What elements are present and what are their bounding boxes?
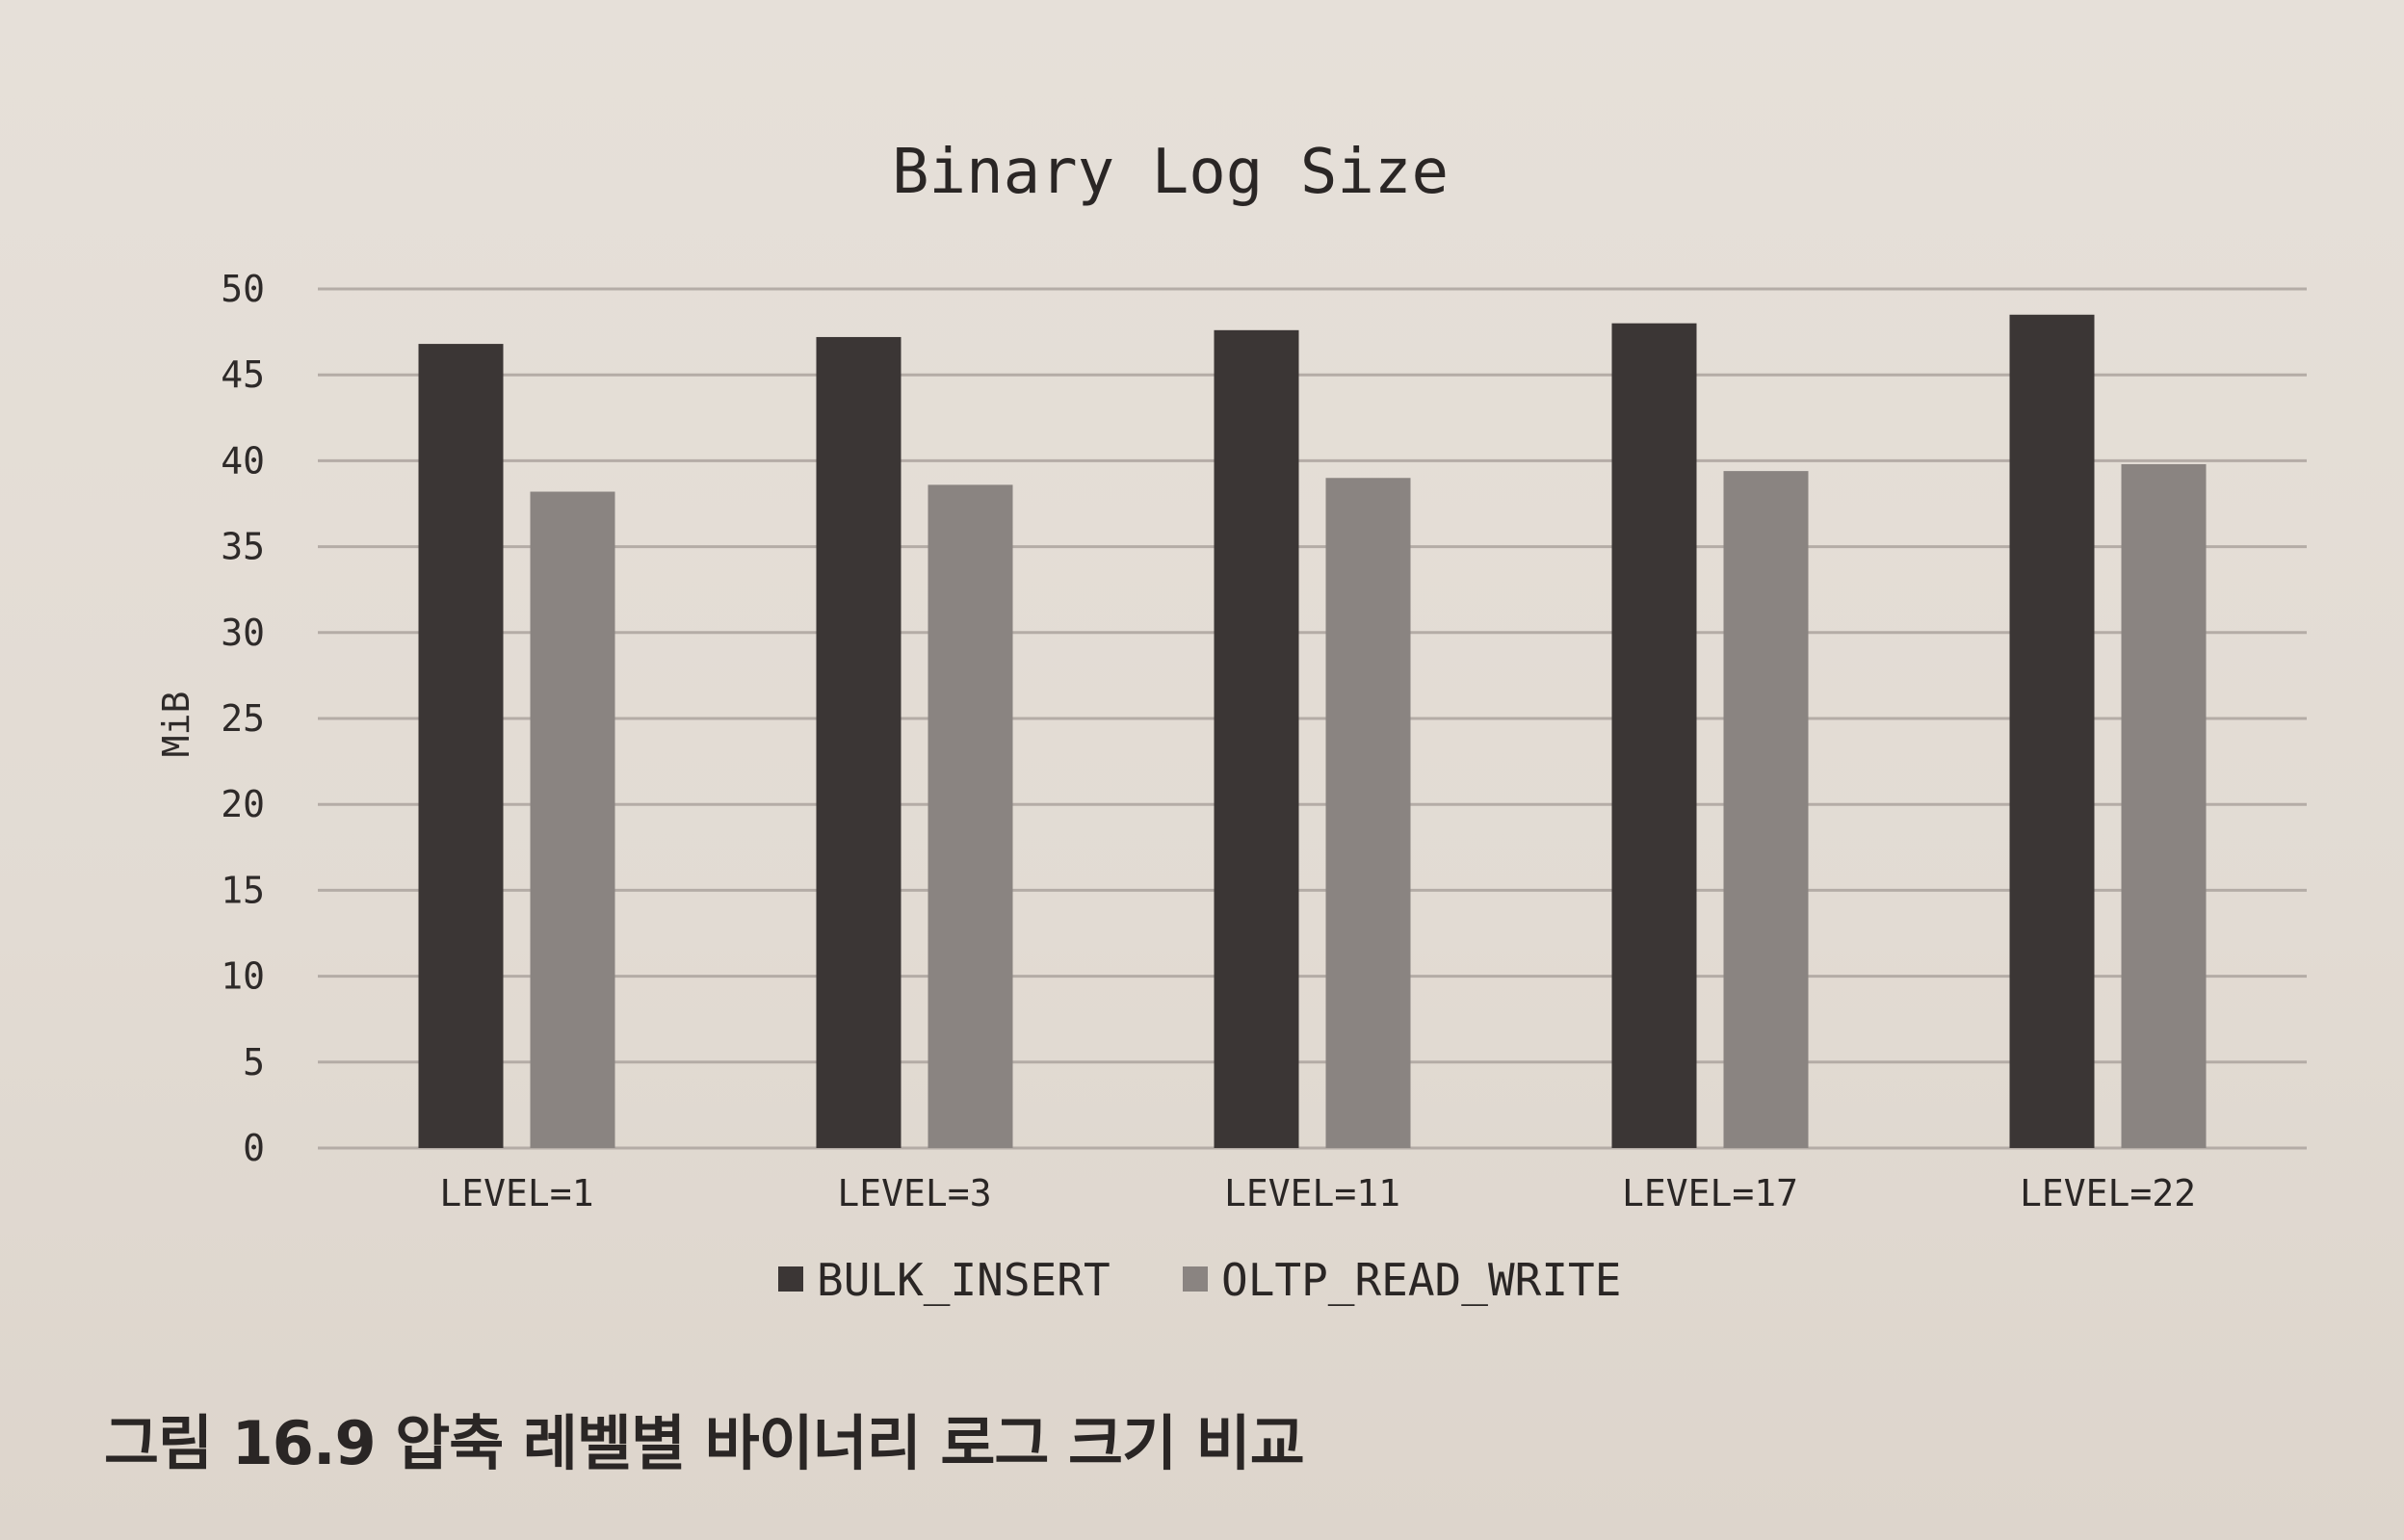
legend-swatch [1183,1266,1208,1292]
y-tick-label: 50 [221,268,265,310]
y-tick-label: 35 [221,526,265,568]
y-tick-label: 20 [221,783,265,825]
bar-chart: Binary Log Size 0 5 10 15 20 25 30 35 40 45 50 MiB… [155,137,2307,1306]
y-tick-label: 30 [221,612,265,654]
bar-oltp-read-write-1 [928,484,1013,1149]
x-tick-label: LEVEL=11 [1224,1172,1400,1214]
bar-oltp-read-write-4 [2121,463,2207,1148]
bar-oltp-read-write-2 [1325,478,1411,1148]
grid-layer [318,287,2307,1150]
bar-bulk-insert-1 [816,336,902,1148]
y-tick-label: 45 [221,353,265,396]
x-tick-label: LEVEL=17 [1622,1172,1798,1214]
y-axis-label: MiB [155,692,197,758]
bar-oltp-read-write-0 [530,491,615,1149]
x-tick-label: LEVEL=22 [2020,1172,2196,1214]
y-tick-label: 15 [221,869,265,911]
bar-bulk-insert-3 [1611,323,1697,1148]
figure-caption: 그림 16.9 압축 레벨별 바이너리 로그 크기 비교 [104,1408,1305,1478]
bars [418,314,2207,1149]
bar-oltp-read-write-3 [1723,471,1809,1148]
y-tick-label: 25 [221,697,265,740]
legend-label: BULK_INSERT [817,1254,1111,1306]
x-tick-labels: LEVEL=1 LEVEL=3 LEVEL=11 LEVEL=17 LEVEL=22 [439,1172,2196,1214]
x-tick-label: LEVEL=1 [439,1172,593,1214]
bar-bulk-insert-4 [2009,314,2095,1148]
legend-label: OLTP_READ_WRITE [1221,1254,1621,1306]
y-tick-label: 10 [221,955,265,998]
bar-bulk-insert-2 [1214,329,1299,1148]
y-tick-label: 5 [243,1041,265,1083]
y-tick-label: 40 [221,439,265,482]
legend-swatch [778,1266,803,1292]
chart-title: Binary Log Size [892,137,1449,208]
legend: BULK_INSERT OLTP_READ_WRITE [778,1254,1621,1306]
y-tick-labels: 0 5 10 15 20 25 30 35 40 45 50 [221,268,265,1169]
bar-bulk-insert-0 [418,344,504,1148]
x-tick-label: LEVEL=3 [837,1172,991,1214]
y-tick-label: 0 [243,1127,265,1169]
